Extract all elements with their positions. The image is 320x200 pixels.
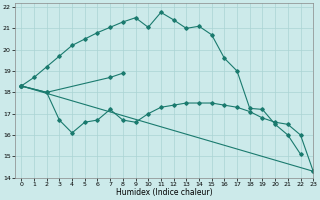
X-axis label: Humidex (Indice chaleur): Humidex (Indice chaleur)	[116, 188, 212, 197]
